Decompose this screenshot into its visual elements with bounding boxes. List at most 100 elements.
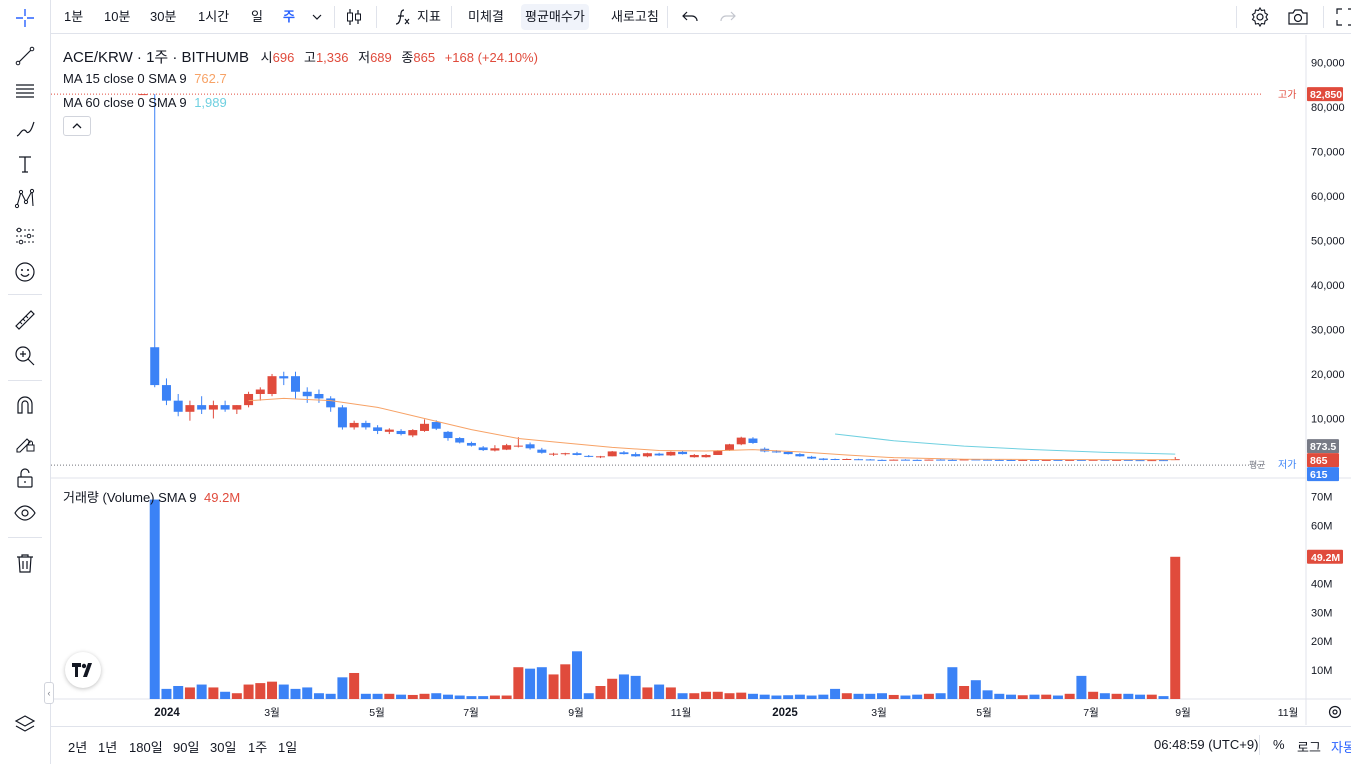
chevron-down-icon[interactable] (303, 4, 331, 30)
unfilled-orders-button[interactable]: 미체결 (468, 9, 504, 24)
collapse-sidebar-handle[interactable]: ‹ (44, 682, 54, 704)
eye-icon[interactable] (8, 498, 42, 528)
candle-body (807, 456, 817, 459)
candle-body (701, 454, 711, 458)
collapse-legend-button[interactable] (63, 116, 91, 136)
refresh-button[interactable]: 새로고침 (611, 9, 659, 24)
price-tick-label: 20,000 (1311, 369, 1345, 381)
trend-line-icon[interactable] (8, 41, 42, 71)
tradingview-logo[interactable] (65, 652, 101, 688)
volume-bar (806, 695, 817, 699)
clock[interactable]: 06:48:59 (UTC+9) (1154, 737, 1259, 752)
candle-body (502, 445, 512, 450)
trash-icon[interactable] (8, 548, 42, 578)
pattern-icon[interactable] (8, 184, 42, 214)
candle-body (290, 376, 300, 392)
volume-legend[interactable]: 거래량 (Volume) SMA 9 49.2M (63, 487, 240, 506)
candle-body (537, 449, 547, 453)
ruler-icon[interactable] (8, 305, 42, 335)
range-90d[interactable]: 90일 (173, 740, 200, 755)
time-tick-label: 11월 (671, 707, 692, 719)
fullscreen-icon[interactable] (1331, 4, 1351, 30)
price-tick-label: 80,000 (1311, 102, 1345, 114)
auto-scale-toggle[interactable]: 자동 (1331, 740, 1351, 755)
volume-bar (489, 695, 500, 699)
candle-body (748, 438, 758, 443)
ma60-value: 1,989 (194, 95, 227, 110)
candle-body (525, 444, 535, 449)
emoji-icon[interactable] (8, 257, 42, 287)
settings-gear-icon[interactable] (1246, 4, 1274, 30)
candle-body (854, 459, 864, 461)
volume-bar (900, 695, 911, 699)
layers-icon[interactable] (8, 710, 42, 740)
candle-body (185, 405, 195, 412)
candle-body (795, 454, 805, 457)
ma60-legend[interactable]: MA 60 close 0 SMA 9 1,989 (63, 95, 227, 110)
candle-body (830, 458, 840, 460)
interval-1m[interactable]: 1분 (64, 9, 84, 24)
undo-icon[interactable] (676, 4, 704, 30)
prediction-icon[interactable] (8, 221, 42, 251)
time-tick-label: 5월 (976, 707, 992, 719)
crosshair-icon[interactable] (8, 3, 42, 33)
volume-bar (595, 685, 606, 699)
volume-bar (1123, 693, 1134, 699)
range-1w[interactable]: 1주 (248, 740, 268, 755)
interval-day[interactable]: 일 (251, 9, 263, 24)
camera-icon[interactable] (1284, 4, 1312, 30)
range-2y[interactable]: 2년 (68, 740, 88, 755)
candle-body (1029, 459, 1039, 461)
price-chart-svg[interactable]: 90,000 80,000 70,000 60,000 50,000 40,000 30,0… (51, 35, 1351, 725)
time-tick-label: 2024 (154, 707, 180, 719)
avg-price-button[interactable]: 평균매수가 (521, 4, 589, 30)
chart-area[interactable]: 90,000 80,000 70,000 60,000 50,000 40,000 30,0… (51, 35, 1351, 725)
volume-tick-label: 30M (1311, 607, 1332, 619)
interval-30m[interactable]: 30분 (150, 9, 177, 24)
symbol-title: ACE/KRW · 1주 · BITHUMB (63, 49, 250, 66)
magnet-icon[interactable] (8, 390, 42, 420)
candle-body (959, 459, 969, 461)
volume-bar (572, 651, 583, 699)
lock-drawing-icon[interactable] (8, 426, 42, 456)
axis-settings-icon[interactable] (1328, 705, 1342, 719)
volume-bar (1111, 693, 1122, 699)
interval-1h[interactable]: 1시간 (198, 9, 230, 24)
high-label: 고 (303, 50, 316, 65)
symbol-legend: ACE/KRW · 1주 · BITHUMB 시696 고1,336 저689 … (63, 46, 538, 67)
indicators-button[interactable]: 지표 (417, 9, 441, 24)
volume-bar (1099, 693, 1110, 699)
volume-bar (419, 693, 430, 699)
zoom-in-icon[interactable] (8, 341, 42, 371)
interval-10m[interactable]: 10분 (104, 9, 131, 24)
volume-bar (536, 667, 547, 699)
candles-icon[interactable] (340, 4, 368, 30)
brush-icon[interactable] (8, 113, 42, 143)
volume-bar (313, 693, 324, 699)
log-scale-toggle[interactable]: 로그 (1297, 740, 1321, 755)
volume-value: 49.2M (204, 490, 241, 505)
candle-body (337, 407, 347, 428)
open-value: 696 (272, 50, 295, 65)
percent-scale-toggle[interactable]: % (1273, 737, 1285, 752)
volume-bar (407, 694, 418, 699)
horizontal-lines-icon[interactable] (8, 76, 42, 106)
volume-bar (196, 684, 207, 699)
volume-bar (173, 685, 184, 699)
range-30d[interactable]: 30일 (210, 740, 237, 755)
range-1d[interactable]: 1일 (278, 740, 298, 755)
indicators-icon[interactable] (389, 4, 417, 30)
candle-body (584, 455, 594, 457)
high-line-label: 고가 (1278, 89, 1296, 101)
current-volume-tag-text: 49.2M (1311, 552, 1340, 564)
range-180d[interactable]: 180일 (129, 740, 163, 755)
text-tool-icon[interactable] (8, 149, 42, 179)
redo-icon[interactable] (714, 4, 742, 30)
ma15-legend[interactable]: MA 15 close 0 SMA 9 762.7 (63, 71, 227, 86)
range-1y[interactable]: 1년 (98, 740, 118, 755)
volume-bar (701, 691, 712, 699)
unlock-icon[interactable] (8, 463, 42, 493)
volume-bar (865, 693, 876, 699)
interval-week[interactable]: 주 (283, 9, 295, 24)
volume-bar (876, 693, 887, 699)
